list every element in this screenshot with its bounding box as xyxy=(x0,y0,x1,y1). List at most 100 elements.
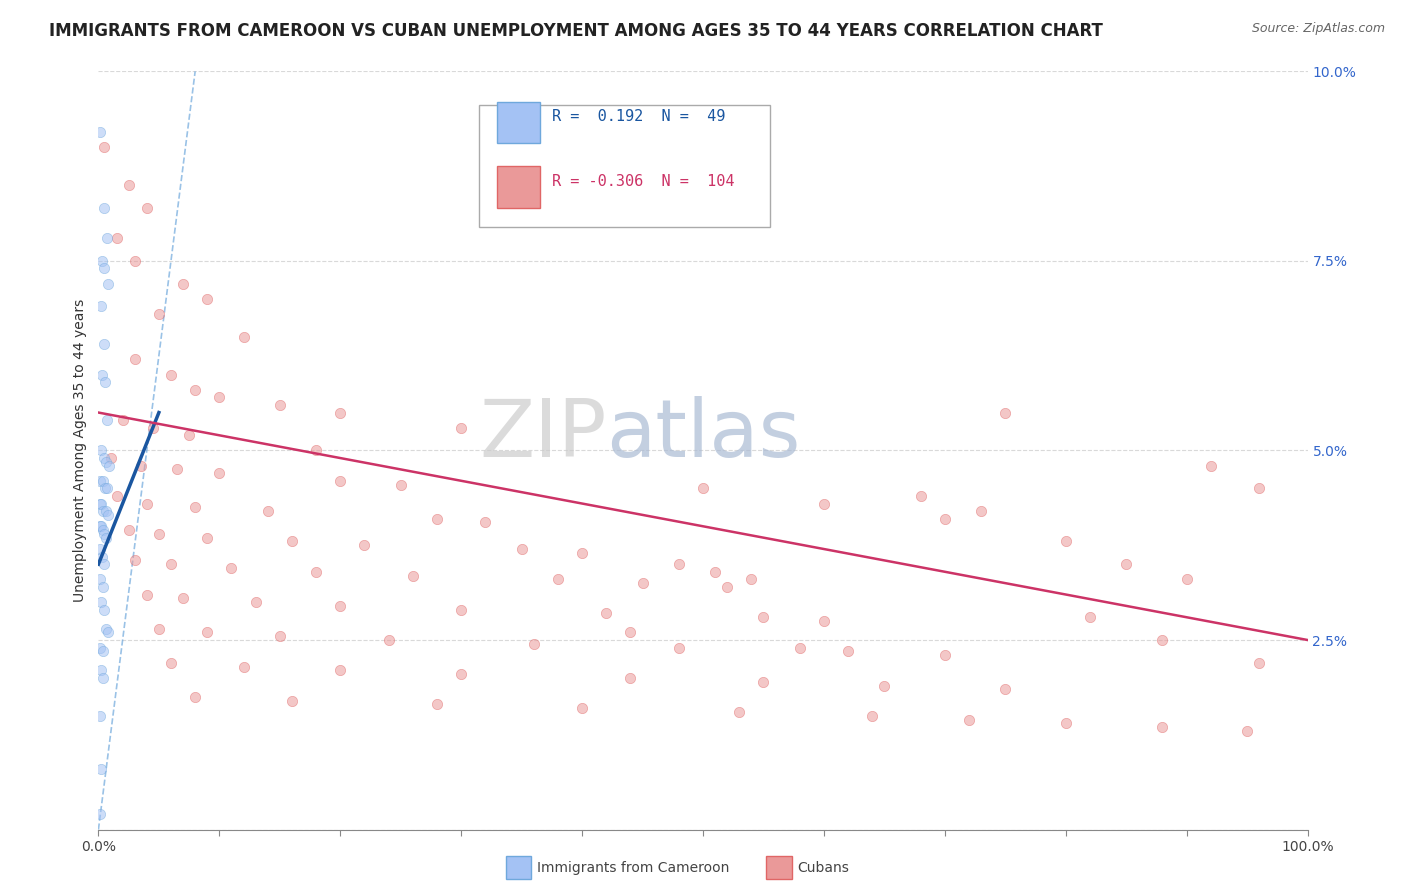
Point xyxy=(813,496,835,510)
Point xyxy=(631,576,654,591)
Point xyxy=(90,664,112,678)
Point xyxy=(90,443,112,458)
Point xyxy=(91,580,114,594)
Point xyxy=(124,352,146,367)
Point xyxy=(89,573,111,587)
Point xyxy=(195,531,218,545)
Point xyxy=(450,421,472,435)
Point xyxy=(208,466,231,480)
Point xyxy=(124,553,146,567)
Point xyxy=(1152,720,1174,734)
Point xyxy=(97,508,120,522)
Point xyxy=(934,512,956,526)
Point xyxy=(105,231,128,245)
Point xyxy=(91,504,114,518)
Point xyxy=(668,557,690,572)
Point xyxy=(692,482,714,496)
Point xyxy=(329,599,352,613)
Point xyxy=(100,450,122,466)
Point xyxy=(184,690,207,704)
Point xyxy=(135,496,157,510)
Point xyxy=(93,337,115,351)
Point xyxy=(148,307,170,321)
Point xyxy=(90,519,112,533)
FancyBboxPatch shape xyxy=(479,105,769,227)
Point xyxy=(523,637,546,651)
Point xyxy=(195,292,218,306)
Point xyxy=(118,178,141,193)
Point xyxy=(716,580,738,594)
Point xyxy=(281,534,304,549)
Point xyxy=(1115,557,1137,572)
Point xyxy=(94,482,117,496)
Point xyxy=(184,500,207,515)
Point xyxy=(184,383,207,397)
Point xyxy=(389,477,412,491)
Point xyxy=(94,504,117,518)
Text: Immigrants from Cameroon: Immigrants from Cameroon xyxy=(537,861,730,875)
Text: Source: ZipAtlas.com: Source: ZipAtlas.com xyxy=(1251,22,1385,36)
Point xyxy=(96,531,118,545)
Point xyxy=(571,546,593,560)
Point xyxy=(93,557,115,572)
Point xyxy=(91,474,114,488)
Point xyxy=(1199,458,1222,473)
Point xyxy=(148,526,170,541)
Point xyxy=(740,573,762,587)
Point xyxy=(118,523,141,537)
Point xyxy=(728,705,751,719)
Point xyxy=(96,455,118,469)
Point xyxy=(910,489,932,503)
Point xyxy=(94,622,117,636)
Point xyxy=(96,231,118,245)
Point xyxy=(1249,482,1271,496)
Point xyxy=(93,261,115,276)
Point xyxy=(90,496,112,510)
Point xyxy=(195,625,218,640)
Point xyxy=(353,538,375,552)
Point xyxy=(208,391,231,405)
Point xyxy=(619,671,641,685)
Point xyxy=(221,561,243,575)
Point xyxy=(281,694,304,708)
Point xyxy=(91,644,114,658)
Point xyxy=(329,474,352,488)
Point xyxy=(752,674,775,689)
Text: Cubans: Cubans xyxy=(797,861,849,875)
Point xyxy=(934,648,956,662)
Point xyxy=(232,330,254,344)
Point xyxy=(89,807,111,822)
Point xyxy=(994,405,1017,420)
Point xyxy=(96,482,118,496)
Point xyxy=(970,504,993,518)
Point xyxy=(166,462,188,476)
Point xyxy=(91,671,114,685)
Point xyxy=(474,516,496,530)
Point xyxy=(91,523,114,537)
Point xyxy=(91,368,114,382)
Point xyxy=(426,512,449,526)
FancyBboxPatch shape xyxy=(498,166,540,208)
Point xyxy=(595,607,617,621)
Point xyxy=(129,458,152,473)
Point xyxy=(89,474,111,488)
Point xyxy=(1249,656,1271,670)
Point xyxy=(148,622,170,636)
Point xyxy=(377,633,399,648)
Point xyxy=(813,614,835,628)
Point xyxy=(172,591,194,606)
Point xyxy=(97,277,120,291)
Point xyxy=(668,640,690,655)
Point xyxy=(105,489,128,503)
Point xyxy=(89,541,111,557)
Point xyxy=(426,698,449,712)
Point xyxy=(1078,610,1101,624)
Point xyxy=(179,428,201,442)
Point xyxy=(245,595,267,609)
Text: atlas: atlas xyxy=(606,396,800,475)
Point xyxy=(269,629,291,643)
Point xyxy=(91,253,114,268)
Point xyxy=(91,549,114,564)
Point xyxy=(142,421,165,435)
Point xyxy=(450,667,472,681)
